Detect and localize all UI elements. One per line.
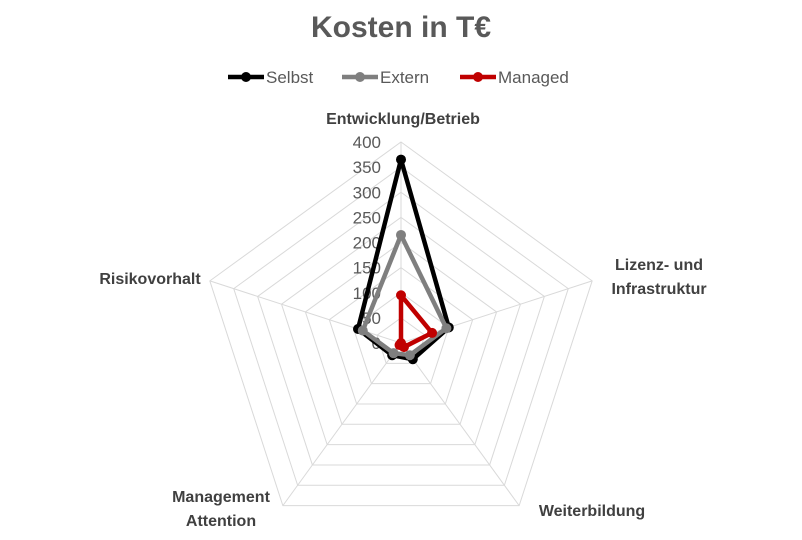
data-point xyxy=(388,348,399,359)
legend-item: Managed xyxy=(460,68,569,87)
legend-label: Managed xyxy=(498,68,569,87)
category-label: Weiterbildung xyxy=(539,503,645,520)
category-label-line: Infrastruktur xyxy=(611,281,706,298)
legend: Selbst Extern Managed xyxy=(228,68,569,87)
legend-label: Selbst xyxy=(266,68,314,87)
data-point xyxy=(396,338,406,348)
legend-marker xyxy=(241,72,251,82)
grid-ring xyxy=(280,216,522,446)
grid-ring xyxy=(376,317,426,364)
category-label: Entwicklung/Betrieb xyxy=(326,111,480,128)
category-label-line: Attention xyxy=(186,513,256,530)
category-labels: Entwicklung/Betrieb Lizenz- und Infrastruk… xyxy=(99,111,706,530)
series-line xyxy=(355,157,452,362)
grid-spoke xyxy=(400,342,520,506)
data-point xyxy=(441,323,452,334)
category-label: Management Attention xyxy=(172,489,270,530)
legend-marker xyxy=(355,72,365,82)
tick-label: 350 xyxy=(353,158,381,177)
tick-label: 200 xyxy=(353,234,381,253)
grid-ring xyxy=(304,241,498,425)
legend-label: Extern xyxy=(380,68,429,87)
legend-marker xyxy=(473,72,483,82)
data-point xyxy=(396,290,406,301)
grid xyxy=(209,141,593,507)
category-label-line: Weiterbildung xyxy=(539,503,645,520)
grid-ring xyxy=(257,191,545,466)
grid-ring xyxy=(328,267,474,405)
data-point xyxy=(396,229,406,240)
category-label-line: Management xyxy=(172,489,270,506)
series-managed xyxy=(394,290,438,353)
tick-label: 250 xyxy=(353,208,381,227)
grid-spoke xyxy=(282,342,402,506)
grid-ring xyxy=(233,166,569,486)
series-extern xyxy=(357,229,452,361)
category-label-line: Risikovorhalt xyxy=(99,271,201,288)
data-point xyxy=(404,350,415,361)
tick-label: 300 xyxy=(353,183,381,202)
category-label-line: Entwicklung/Betrieb xyxy=(326,111,480,128)
series-line xyxy=(360,232,449,358)
chart-title: Kosten in T€ xyxy=(311,11,491,44)
category-label: Risikovorhalt xyxy=(99,271,201,288)
data-point xyxy=(396,154,406,165)
data-point xyxy=(357,325,368,336)
series xyxy=(352,154,454,365)
grid-ring xyxy=(209,141,593,507)
legend-item: Selbst xyxy=(228,68,314,87)
category-label-line: Lizenz- und xyxy=(615,257,703,274)
tick-label: 400 xyxy=(353,133,381,152)
category-label: Lizenz- und Infrastruktur xyxy=(611,257,706,298)
data-point xyxy=(427,327,438,338)
legend-item: Extern xyxy=(342,68,429,87)
